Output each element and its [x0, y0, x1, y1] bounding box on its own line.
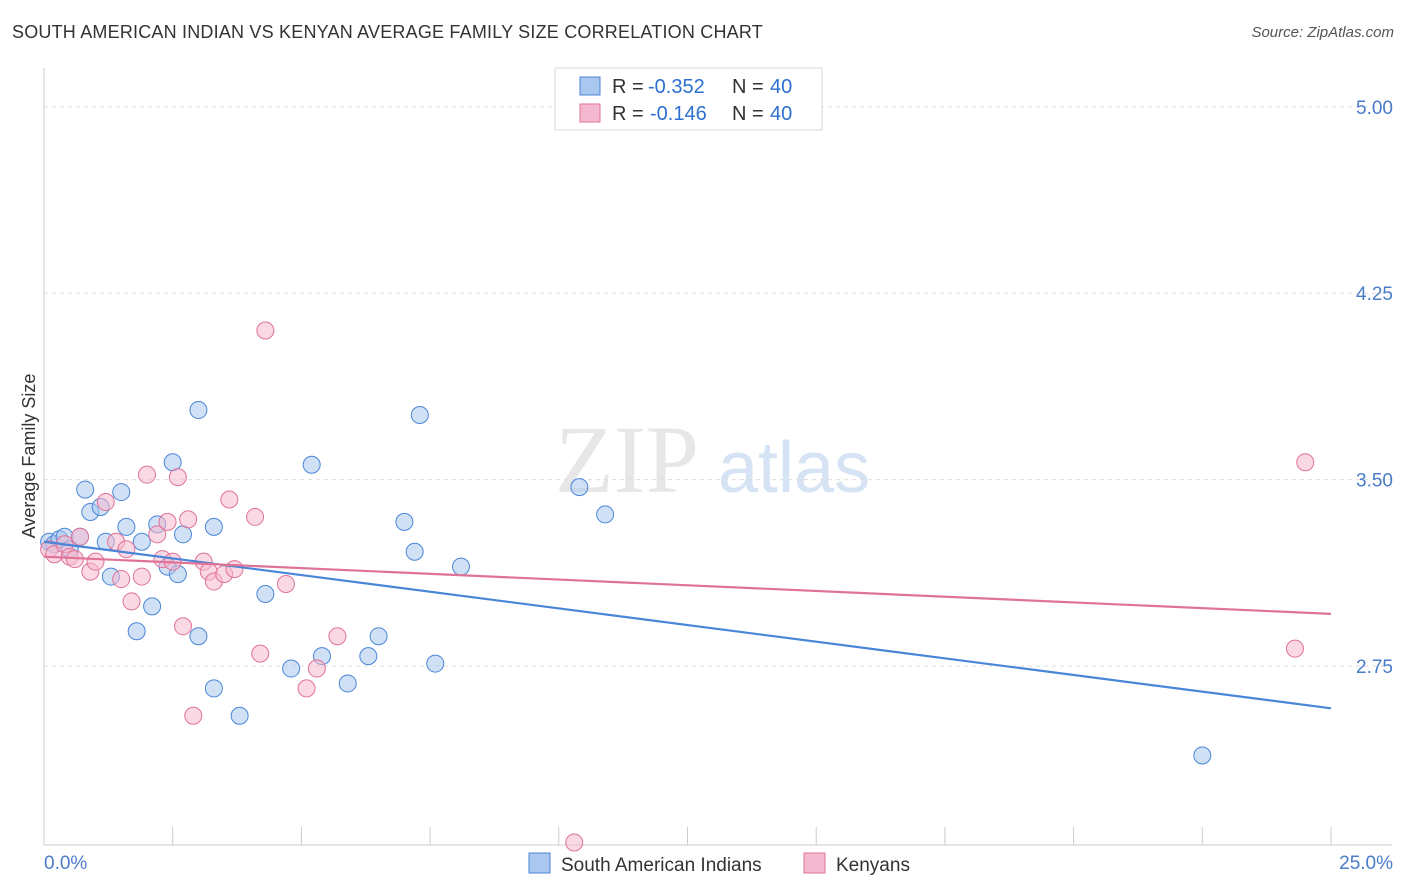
point-south-american-indians — [117, 517, 136, 536]
trend-lines — [43, 540, 1332, 710]
point-south-american-indians — [256, 584, 275, 603]
point-kenyans — [184, 706, 203, 725]
point-kenyans — [1285, 639, 1304, 658]
point-kenyans — [96, 493, 115, 512]
point-south-american-indians — [132, 532, 151, 551]
point-south-american-indians — [143, 597, 162, 616]
point-kenyans — [307, 659, 326, 678]
point-kenyans — [1296, 453, 1315, 472]
point-south-american-indians — [570, 478, 589, 497]
point-kenyans — [246, 507, 265, 526]
correlation-legend: R = -0.352 N = 40 R = -0.146 N = 40 — [554, 67, 823, 131]
point-kenyans — [122, 592, 141, 611]
legend-swatch-kenyans — [579, 103, 601, 123]
point-kenyans — [158, 512, 177, 531]
legend-n-label-1: N = — [732, 76, 764, 98]
bottom-legend-swatch-south-american-indians — [528, 852, 551, 874]
point-kenyans — [225, 560, 244, 579]
watermark-atlas: atlas — [718, 428, 870, 508]
bottom-legend-label-south-american-indians: South American Indians — [561, 855, 762, 876]
point-kenyans — [148, 525, 167, 544]
y-axis-label: Average Family Size — [19, 374, 39, 539]
point-south-american-indians — [596, 505, 615, 524]
point-kenyans — [251, 644, 270, 663]
bottom-legend-label-kenyans: Kenyans — [836, 855, 910, 876]
point-south-american-indians — [405, 542, 424, 561]
point-kenyans — [132, 567, 151, 586]
legend-n-value-1: 40 — [770, 76, 792, 98]
x-tick-label-max: 25.0% — [1339, 853, 1393, 874]
grid-lines — [44, 106, 1392, 667]
point-kenyans — [86, 552, 105, 571]
point-south-american-indians — [76, 480, 95, 499]
chart-title: SOUTH AMERICAN INDIAN VS KENYAN AVERAGE … — [12, 22, 763, 42]
tick-labels: 2.75 3.50 4.25 5.00 0.0% 25.0% — [44, 98, 1393, 874]
point-south-american-indians — [302, 455, 321, 474]
point-south-american-indians — [282, 659, 301, 678]
watermark-zip: ZIP — [555, 406, 699, 513]
point-south-american-indians — [426, 654, 445, 673]
point-south-american-indians — [369, 627, 388, 646]
point-south-american-indians — [395, 512, 414, 531]
point-kenyans — [71, 527, 90, 546]
y-tick-label: 5.00 — [1356, 98, 1393, 119]
source-credit: Source: ZipAtlas.com — [1251, 24, 1394, 41]
point-kenyans — [220, 490, 239, 509]
point-kenyans — [173, 617, 192, 636]
trend-line-south-american-indians — [43, 540, 1332, 710]
trend-line-kenyans — [43, 555, 1332, 615]
y-tick-label: 3.50 — [1356, 471, 1393, 492]
x-tick-label-min: 0.0% — [44, 853, 87, 874]
y-tick-label: 2.75 — [1356, 657, 1393, 678]
point-south-american-indians — [1193, 746, 1212, 765]
y-tick-label: 4.25 — [1356, 284, 1393, 305]
point-south-american-indians — [451, 557, 470, 576]
bottom-legend-swatch-kenyans — [803, 852, 826, 874]
point-kenyans — [179, 510, 198, 529]
point-south-american-indians — [359, 647, 378, 666]
point-south-american-indians — [410, 406, 429, 425]
point-south-american-indians — [189, 401, 208, 420]
point-kenyans — [276, 575, 295, 594]
data-points — [40, 321, 1315, 852]
point-kenyans — [256, 321, 275, 340]
point-kenyans — [112, 570, 131, 589]
axes — [43, 68, 1392, 846]
legend-n-label-2: N = — [732, 103, 764, 125]
point-south-american-indians — [189, 627, 208, 646]
point-kenyans — [328, 627, 347, 646]
point-south-american-indians — [204, 679, 223, 698]
point-kenyans — [297, 679, 316, 698]
point-south-american-indians — [112, 483, 131, 502]
legend-swatch-south-american-indians — [579, 76, 601, 96]
legend-r-value-2: -0.146 — [650, 103, 707, 125]
point-kenyans — [117, 540, 136, 559]
legend-n-value-2: 40 — [770, 103, 792, 125]
legend-r-label-2: R = — [612, 103, 644, 125]
point-south-american-indians — [204, 517, 223, 536]
point-kenyans — [565, 833, 584, 852]
point-south-american-indians — [338, 674, 357, 693]
point-south-american-indians — [230, 706, 249, 725]
series-legend: South American Indians Kenyans — [528, 852, 910, 876]
legend-r-label-1: R = — [612, 76, 644, 98]
legend-r-value-1: -0.352 — [648, 76, 705, 98]
point-kenyans — [168, 468, 187, 487]
point-kenyans — [137, 465, 156, 484]
point-south-american-indians — [127, 622, 146, 641]
